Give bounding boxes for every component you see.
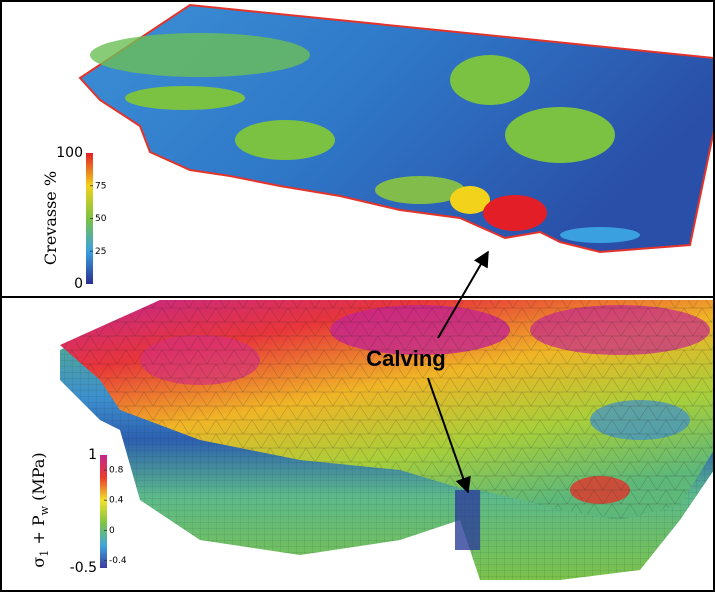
annotation: Calving xyxy=(366,346,445,371)
colorbar-end-label: -0.5 xyxy=(70,560,97,576)
title-part: 1 xyxy=(38,550,51,557)
title-part: σ xyxy=(29,557,48,568)
colorbar-tick-label: 75 xyxy=(95,181,106,191)
title-part: + P xyxy=(29,515,48,550)
colorbar-tick-label: 50 xyxy=(95,214,107,224)
page: {"top_panel": {"colorbar": {"title": "Cr… xyxy=(0,0,715,592)
colorbar-tick-label: 0.4 xyxy=(109,496,124,506)
title-part: (MPa) xyxy=(29,452,48,506)
colorbar xyxy=(100,455,107,568)
colorbar-tick-label: -0.4 xyxy=(109,556,127,566)
colorbar-title: Crevasse % xyxy=(41,171,60,265)
crevasse-render xyxy=(80,5,714,252)
colorbar-tick-label: 0.8 xyxy=(109,466,124,476)
colorbar-end-label: 100 xyxy=(56,145,83,161)
colorbar-end-label: 0 xyxy=(74,276,83,292)
colorbar-tick-label: 25 xyxy=(95,247,106,257)
colorbar-end-label: 1 xyxy=(88,447,97,463)
figure: Crevasse % σ1 + Pw (MPa) Calving 0 100 25 5… xyxy=(0,0,715,592)
stress-render xyxy=(60,300,714,580)
colorbar-tick-label: 0 xyxy=(109,526,115,536)
colorbar-title: σ1 + Pw (MPa) xyxy=(29,452,51,567)
